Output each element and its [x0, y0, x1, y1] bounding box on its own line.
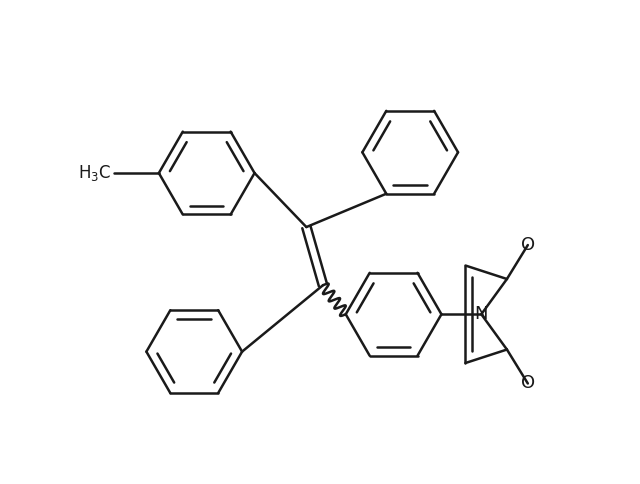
Text: N: N	[474, 305, 488, 323]
Text: O: O	[521, 375, 535, 393]
Text: H$_3$C: H$_3$C	[78, 163, 111, 183]
Text: O: O	[521, 236, 535, 254]
